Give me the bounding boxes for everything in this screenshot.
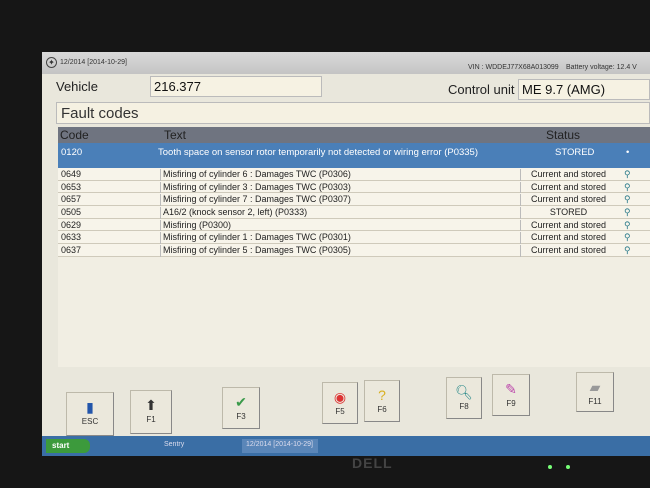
taskbar-item-xentry[interactable]: 12/2014 [2014-10-29]: [242, 439, 318, 453]
help-icon: ?: [378, 387, 386, 403]
code: 0629: [61, 219, 82, 230]
vehicle-field: 216.377: [150, 76, 322, 97]
table-row[interactable]: 0629 Misfiring (P0300) Current and stored ⚲: [58, 218, 650, 232]
f11-button[interactable]: ▰ F11: [576, 372, 614, 412]
fault-codes-table: Code Text Status 0120 Tooth space on sen…: [58, 127, 650, 367]
vehicle-label: Vehicle: [56, 79, 98, 94]
mercedes-logo-icon: ✦: [46, 57, 57, 68]
status-led: [566, 465, 570, 469]
details-search-icon[interactable]: ⚲: [624, 232, 631, 243]
text: A16/2 (knock sensor 2, left) (P0333): [160, 207, 496, 220]
header-code: Code: [60, 128, 89, 142]
status: Current and stored: [520, 219, 616, 232]
f6-button[interactable]: ? F6: [364, 380, 400, 422]
taskbar: start Sentry 12/2014 [2014-10-29]: [42, 436, 650, 456]
status: STORED: [555, 147, 595, 158]
edit-icon: ✎: [505, 381, 517, 397]
exit-door-icon: ▮: [86, 399, 94, 415]
header-status: Status: [546, 128, 581, 142]
text: Tooth space on sensor rotor temporarily …: [158, 147, 478, 158]
dell-logo: DELL: [352, 455, 393, 471]
power-led: [548, 465, 552, 469]
details-search-icon[interactable]: ⚲: [624, 181, 631, 192]
table-row-selected[interactable]: 0120 Tooth space on sensor rotor tempora…: [58, 143, 650, 168]
checkmark-icon: ✔: [235, 394, 247, 410]
details-search-icon[interactable]: ⚲: [624, 245, 631, 256]
button-label: ESC: [81, 417, 99, 426]
f9-button[interactable]: ✎ F9: [492, 374, 530, 416]
code: 0653: [61, 181, 82, 192]
table-row[interactable]: 0653 Misfiring of cylinder 3 : Damages TW…: [58, 180, 650, 194]
table-row[interactable]: 0633 Misfiring of cylinder 1 : Damages TW…: [58, 231, 650, 245]
table-row[interactable]: 0637 Misfiring of cylinder 5 : Damages TW…: [58, 244, 650, 258]
f3-button[interactable]: ✔ F3: [222, 387, 260, 429]
button-label: F1: [146, 415, 156, 424]
title-bar: ✦ 12/2014 [2014-10-29] VIN : WDDEJ77X68A…: [42, 52, 650, 74]
button-label: F11: [588, 397, 602, 406]
table-header: Code Text Status: [58, 127, 650, 143]
window-title: 12/2014 [2014-10-29]: [60, 59, 127, 66]
code: 0649: [61, 169, 82, 179]
code: 0657: [61, 194, 82, 205]
status: Current and stored: [520, 194, 616, 207]
table-row[interactable]: 0505 A16/2 (knock sensor 2, left) (P0333)…: [58, 206, 650, 220]
start-button[interactable]: start: [46, 439, 90, 453]
search-icon: 🔍︎: [455, 384, 473, 400]
diagnostic-window: ✦ 12/2014 [2014-10-29] VIN : WDDEJ77X68A…: [42, 52, 650, 456]
esc-button[interactable]: ▮ ESC: [66, 392, 114, 436]
section-title: Fault codes: [56, 102, 650, 124]
button-label: F8: [459, 402, 469, 411]
control-unit-field: ME 9.7 (AMG): [518, 79, 650, 100]
text: Misfiring of cylinder 7 : Damages TWC (P…: [160, 194, 496, 207]
refresh-icon: ◉: [333, 389, 347, 405]
button-label: F9: [506, 399, 516, 408]
status: Current and stored: [520, 245, 616, 258]
status: Current and stored: [520, 181, 616, 194]
status: STORED: [520, 207, 616, 220]
text: Misfiring of cylinder 3 : Damages TWC (P…: [160, 181, 496, 194]
text: Misfiring of cylinder 1 : Damages TWC (P…: [160, 232, 496, 245]
button-label: F5: [335, 407, 345, 416]
status: Current and stored: [520, 169, 616, 181]
code: 0633: [61, 232, 82, 243]
status: Current and stored: [520, 232, 616, 245]
vin-label: VIN : WDDEJ77X68A013099: [468, 64, 559, 71]
battery-voltage: Battery voltage: 12.4 V: [566, 64, 637, 71]
text: Misfiring of cylinder 5 : Damages TWC (P…: [160, 245, 496, 258]
details-icon[interactable]: •: [626, 147, 630, 158]
f5-button[interactable]: ◉ F5: [322, 382, 358, 424]
control-unit-label: Control unit: [448, 82, 515, 97]
table-row[interactable]: 0649 Misfiring of cylinder 6 : Damages TW…: [58, 168, 650, 181]
details-search-icon[interactable]: ⚲: [624, 169, 631, 179]
code: 0120: [61, 147, 83, 158]
button-label: F3: [236, 412, 246, 421]
text: Misfiring of cylinder 6 : Damages TWC (P…: [160, 169, 496, 181]
taskbar-item-sentry[interactable]: Sentry: [164, 441, 185, 448]
printer-icon: ▰: [589, 379, 601, 395]
arrow-up-icon: ⬆: [145, 397, 157, 413]
details-search-icon[interactable]: ⚲: [624, 219, 631, 230]
details-search-icon[interactable]: ⚲: [624, 194, 631, 205]
header-text: Text: [164, 128, 187, 142]
details-search-icon[interactable]: ⚲: [624, 207, 631, 218]
button-label: F6: [377, 405, 387, 414]
text: Misfiring (P0300): [160, 219, 496, 232]
table-row[interactable]: 0657 Misfiring of cylinder 7 : Damages TW…: [58, 193, 650, 207]
code: 0637: [61, 245, 82, 256]
code: 0505: [61, 207, 82, 218]
f8-button[interactable]: 🔍︎ F8: [446, 377, 482, 419]
f1-button[interactable]: ⬆ F1: [130, 390, 172, 434]
